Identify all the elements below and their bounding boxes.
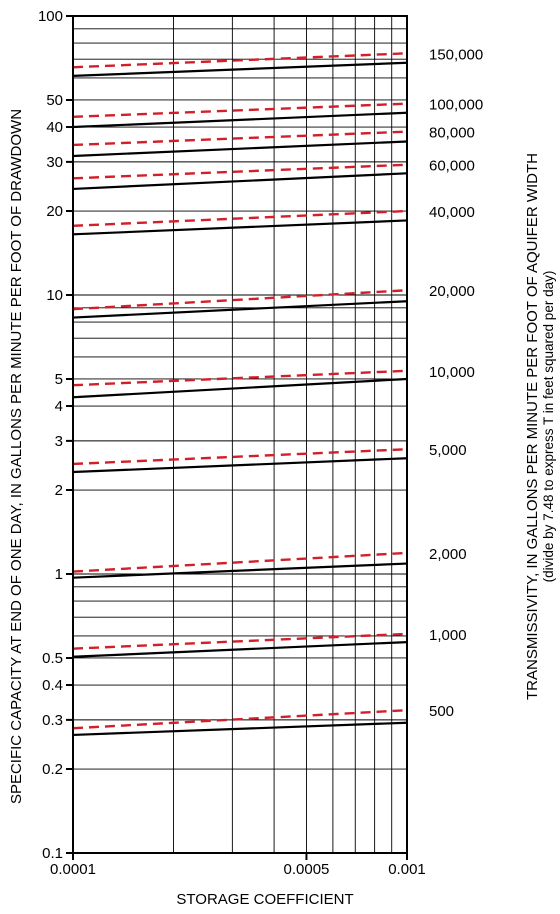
dashed-curve-5,000 (72, 448, 408, 466)
transmissivity-label: 10,000 (429, 364, 475, 381)
y-tick-label: 30 (46, 154, 63, 171)
y-tick-label: 2 (55, 482, 63, 499)
transmissivity-label: 1,000 (429, 627, 467, 644)
y-tick-label: 10 (46, 287, 63, 304)
y-tick-label: 100 (38, 8, 63, 25)
solid-curve-500 (72, 721, 408, 737)
dashed-curve-40,000 (72, 209, 408, 228)
x-axis-title: STORAGE COEFFICIENT (176, 891, 353, 908)
solid-curve-40,000 (72, 219, 408, 236)
y-tick-label: 4 (55, 398, 63, 415)
y-tick-label: 40 (46, 119, 63, 136)
x-tick-label: 0.001 (388, 861, 426, 878)
y-tick-label: 0.5 (42, 650, 63, 667)
transmissivity-label: 20,000 (429, 283, 475, 300)
right-axis-subtitle: (divide by 7.48 to express T in feet squ… (541, 271, 556, 583)
transmissivity-labels: 150,000 100,000 80,000 60,000 40,000 20,000 10… (429, 46, 483, 720)
dashed-curve-2,000 (72, 551, 408, 573)
y-tick-label: 0.1 (42, 845, 63, 862)
transmissivity-label: 500 (429, 703, 454, 720)
dashed-curve-1,000 (72, 632, 408, 650)
transmissivity-label: 150,000 (429, 46, 483, 63)
dashed-curve-60,000 (72, 163, 408, 180)
dashed-curve-20,000 (72, 289, 408, 311)
y-axis-title: SPECIFIC CAPACITY AT END OF ONE DAY, IN … (8, 109, 25, 804)
y-tick-label: 0.4 (42, 677, 63, 694)
dashed-curve-500 (72, 708, 408, 730)
grid (72, 15, 408, 854)
transmissivity-label: 100,000 (429, 97, 483, 114)
solid-curve-150,000 (72, 61, 408, 77)
solid-curve-1,000 (72, 641, 408, 658)
axis-ticks (66, 15, 408, 860)
solid-curve-80,000 (72, 140, 408, 158)
solid-curve-10,000 (72, 377, 408, 399)
transmissivity-label: 5,000 (429, 442, 467, 459)
x-tick-label: 0.0001 (50, 861, 96, 878)
series-lines (72, 52, 408, 737)
transmissivity-label: 40,000 (429, 204, 475, 221)
y-tick-label: 5 (55, 371, 63, 388)
dashed-curve-100,000 (72, 102, 408, 119)
transmissivity-label: 80,000 (429, 125, 475, 142)
y-tick-label: 3 (55, 433, 63, 450)
transmissivity-label: 60,000 (429, 158, 475, 175)
y-tick-label: 0.3 (42, 712, 63, 729)
dashed-curve-80,000 (72, 130, 408, 147)
solid-curve-2,000 (72, 562, 408, 579)
y-tick-label: 0.2 (42, 761, 63, 778)
solid-curve-60,000 (72, 172, 408, 191)
y-tick-label: 1 (55, 566, 63, 583)
plot-frame (72, 15, 408, 854)
solid-curve-100,000 (72, 111, 408, 129)
solid-curve-5,000 (72, 457, 408, 474)
y-tick-label: 50 (46, 92, 63, 109)
tick-labels: 100 50 40 30 20 10 5 4 3 2 1 0.5 0.4 0.3 0.2 0.10.0001 0… (38, 8, 426, 878)
x-tick-label: 0.0005 (284, 861, 330, 878)
dashed-curve-150,000 (72, 52, 408, 69)
right-axis-title: TRANSMISSIVITY, IN GALLONS PER MINUTE PE… (524, 153, 541, 700)
y-tick-label: 20 (46, 203, 63, 220)
dashed-curve-10,000 (72, 369, 408, 387)
solid-curve-20,000 (72, 300, 408, 319)
transmissivity-label: 2,000 (429, 546, 467, 563)
